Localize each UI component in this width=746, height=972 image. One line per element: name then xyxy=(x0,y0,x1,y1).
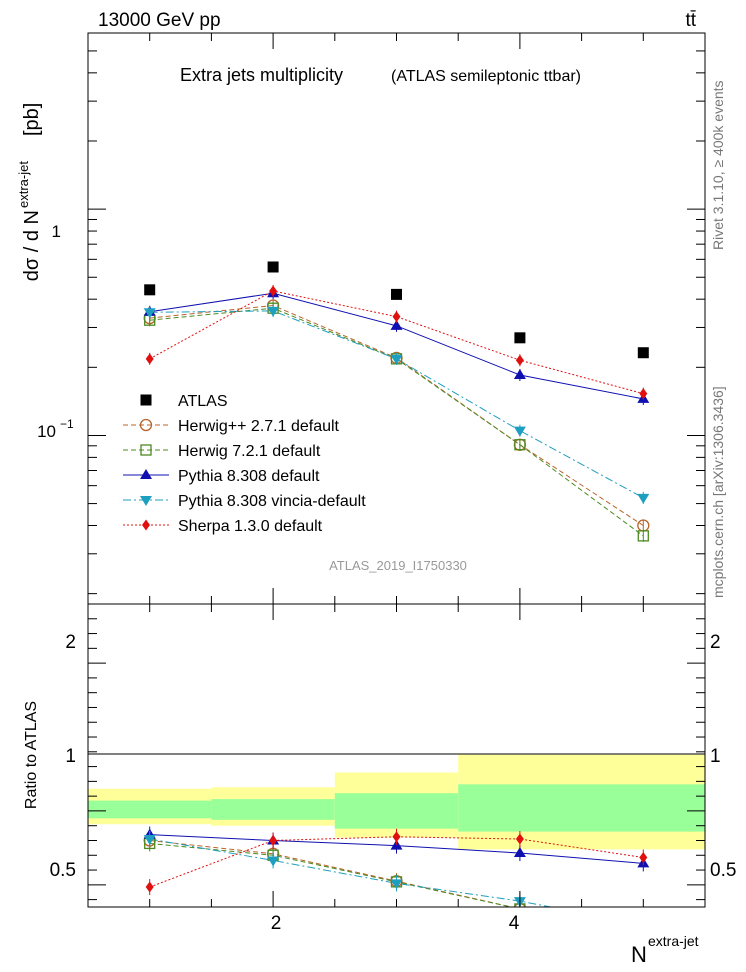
main-point-sherpa-1-3-0-default xyxy=(269,285,278,297)
xlabel-main: N xyxy=(631,942,647,967)
main-point-pythia-8-308-vincia-default xyxy=(143,308,156,319)
main-line-sherpa-1-3-0-default xyxy=(149,290,644,395)
main-point-atlas xyxy=(144,284,156,296)
legend-marker-sherpa-1-3-0-default xyxy=(142,519,150,531)
xtick-label-2: 2 xyxy=(271,913,282,934)
header-left-text: 13000 GeV pp xyxy=(98,10,221,31)
rivet-label: Rivet 3.1.10, ≥ 400k events xyxy=(710,80,726,250)
ratio-axis-ticks xyxy=(88,604,705,907)
ratio-band-inner xyxy=(334,793,459,829)
main-point-sherpa-1-3-0-default xyxy=(639,388,648,400)
main-line-pythia-8-308-default xyxy=(149,292,644,400)
main-point-atlas xyxy=(637,347,649,359)
main-ylabel-unit: [pb] xyxy=(21,103,43,136)
legend-marker-pythia-8-308-vincia-default xyxy=(140,496,152,506)
main-ylabel: dσ / d N extra-jet [pb] xyxy=(16,103,43,282)
ratio-point-pythia-8-308-vincia-default xyxy=(143,835,156,846)
legend-label-atlas: ATLAS xyxy=(178,393,228,410)
ratio-ytick-2-left: 2 xyxy=(65,632,76,653)
legend-marker-herwig-2-7-1-default xyxy=(139,418,153,432)
main-point-pythia-8-308-vincia-default xyxy=(513,426,526,437)
legend-label-sherpa-1-3-0-default: Sherpa 1.3.0 default xyxy=(178,518,323,535)
ratio-point-sherpa-1-3-0-default xyxy=(639,851,648,863)
ratio-ytick-1-left: 1 xyxy=(65,746,76,767)
analysis-watermark: ATLAS_2019_I1750330 xyxy=(329,558,467,573)
main-ytick-label-1: 1 xyxy=(52,222,61,241)
ratio-ytick-0.5-right: 0.5 xyxy=(710,860,736,881)
ratio-band-inner xyxy=(458,784,705,832)
main-line-pythia-8-308-vincia-default xyxy=(149,310,644,499)
legend-label-pythia-8-308-vincia-default: Pythia 8.308 vincia-default xyxy=(178,493,366,510)
mcplots-label: mcplots.cern.ch [arXiv:1306.3436] xyxy=(710,386,726,598)
main-point-sherpa-1-3-0-default xyxy=(515,354,524,366)
main-panel: Extra jets multiplicity (ATLAS semilepto… xyxy=(16,32,706,605)
main-point-atlas xyxy=(391,288,402,300)
main-point-sherpa-1-3-0-default xyxy=(392,311,401,323)
main-ytick-label-0.1: 10 xyxy=(37,422,56,441)
ratio-ytick-1-right: 1 xyxy=(710,746,721,767)
legend-marker-pythia-8-308-default xyxy=(140,469,152,479)
legend-label-herwig-2-7-1-default: Herwig++ 2.7.1 default xyxy=(178,418,340,435)
main-point-herwig-7-2-1-default xyxy=(637,530,649,542)
ratio-band-inner xyxy=(88,800,212,819)
main-ytick-exponent: −1 xyxy=(60,417,74,431)
ratio-ylabel: Ratio to ATLAS xyxy=(23,701,40,809)
legend-marker-herwig-7-2-1-default xyxy=(140,444,152,456)
ratio-point-sherpa-1-3-0-default xyxy=(515,833,524,845)
main-point-atlas xyxy=(514,332,526,344)
legend-marker-atlas xyxy=(140,394,152,406)
ratio-ytick-0.5-left: 0.5 xyxy=(50,860,76,881)
main-point-herwig-7-2-1-default xyxy=(514,439,526,451)
ratio-uncertainty-bands xyxy=(88,754,705,850)
ratio-point-pythia-8-308-vincia-default xyxy=(390,879,403,890)
ratio-panel: 2 1 0.5 2 1 0.5 2 4 Ratio to ATLAS N ext… xyxy=(23,603,736,967)
main-point-pythia-8-308-vincia-default xyxy=(267,306,280,317)
ratio-series-points xyxy=(143,826,650,941)
ratio-line-pythia-8-308-vincia-default xyxy=(149,838,554,907)
chart-title: Extra jets multiplicity xyxy=(180,65,343,85)
ratio-point-herwig-7-2-1-default xyxy=(638,931,648,941)
main-point-atlas xyxy=(267,261,279,273)
main-axis-ticks xyxy=(88,32,705,604)
header-right-text: tt̄ xyxy=(685,10,696,31)
ratio-point-pythia-8-308-vincia-default xyxy=(267,856,280,867)
main-point-sherpa-1-3-0-default xyxy=(145,353,154,365)
ratio-ytick-2-right: 2 xyxy=(710,632,721,653)
ratio-point-pythia-8-308-vincia-default xyxy=(637,921,649,931)
main-ylabel-main: dσ / d N xyxy=(21,210,43,281)
legend-label-herwig-7-2-1-default: Herwig 7.2.1 default xyxy=(178,443,321,460)
ratio-point-sherpa-1-3-0-default xyxy=(269,834,278,846)
xtick-label-4: 4 xyxy=(509,913,520,934)
main-point-pythia-8-308-vincia-default xyxy=(637,493,650,504)
ratio-band-inner xyxy=(211,799,335,820)
xlabel-sup: extra-jet xyxy=(648,933,699,949)
legend-label-pythia-8-308-default: Pythia 8.308 default xyxy=(178,468,320,485)
ratio-line-sherpa-1-3-0-default xyxy=(149,836,644,888)
main-point-pythia-8-308-default xyxy=(513,368,526,379)
ratio-point-pythia-8-308-default xyxy=(513,847,526,858)
legend: ATLAS Herwig++ 2.7.1 default Herwig 7.2.1 … xyxy=(123,393,366,535)
main-ylabel-sup: extra-jet xyxy=(16,161,31,208)
chart-subtitle: (ATLAS semileptonic ttbar) xyxy=(391,68,581,85)
main-series-points xyxy=(143,261,650,542)
main-point-pythia-8-308-vincia-default xyxy=(390,354,403,365)
main-point-pythia-8-308-default xyxy=(390,319,403,330)
ratio-point-sherpa-1-3-0-default xyxy=(145,881,154,893)
ratio-point-sherpa-1-3-0-default xyxy=(392,831,401,843)
